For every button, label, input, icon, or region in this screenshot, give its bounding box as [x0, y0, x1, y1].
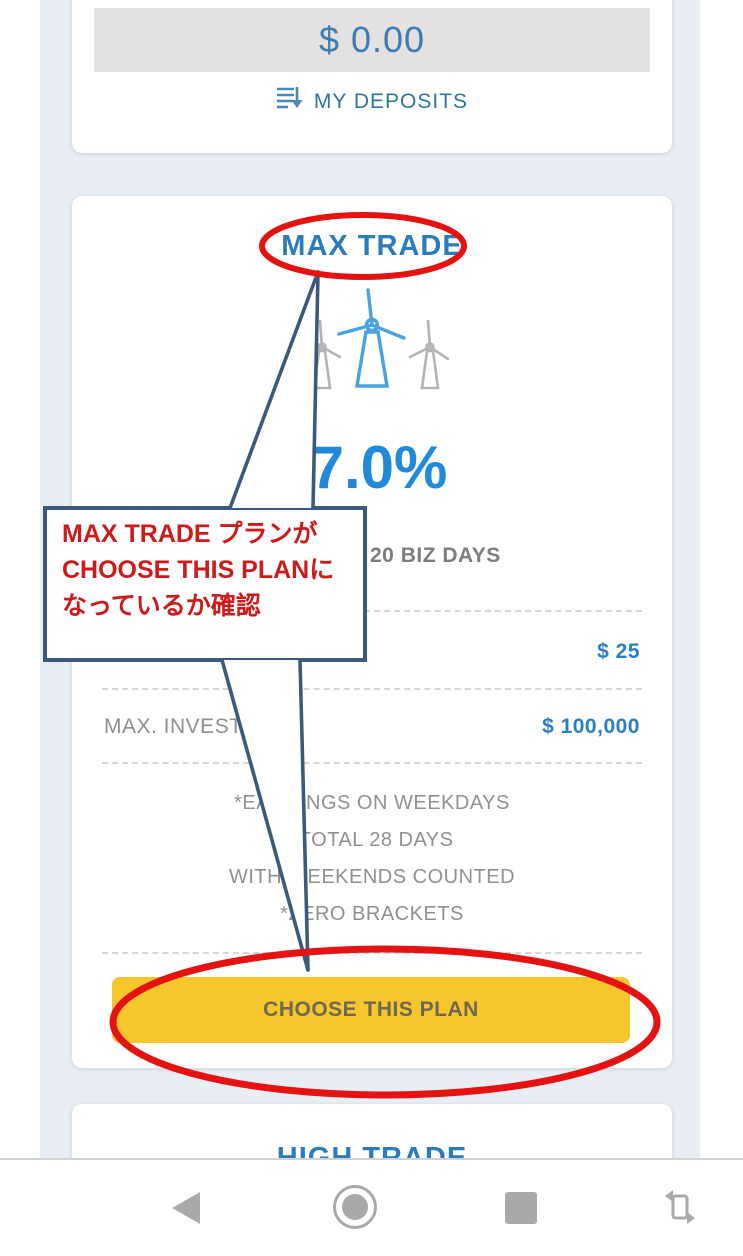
android-nav-bar [0, 1158, 743, 1256]
home-icon[interactable] [333, 1185, 377, 1229]
dashed-divider [102, 952, 642, 954]
dashed-divider [102, 610, 642, 612]
plan-rate-period: 20 BIZ DAYS [370, 544, 501, 567]
min-invest-row: $ 25 [104, 637, 640, 667]
plan-note: *ZERO BRACKETS [280, 903, 464, 925]
rotate-screen-icon[interactable] [664, 1186, 696, 1233]
plan-note: WITH WEEKENDS COUNTED [228, 866, 516, 888]
deposits-list-icon [276, 84, 303, 119]
plan-note: *EARNINGS ON WEEKDAYS [234, 792, 510, 814]
max-invest-label: MAX. INVEST [104, 715, 243, 738]
plan-note: *TOTAL 28 DAYS [290, 829, 454, 851]
max-invest-row: MAX. INVEST $ 100,000 [104, 712, 640, 742]
plan-rate: 7.0% [310, 434, 448, 501]
balance-display: $ 0.00 [94, 8, 650, 72]
my-deposits-link[interactable]: MY DEPOSITS [72, 84, 672, 119]
plan-title: MAX TRADE [281, 230, 463, 262]
wind-turbines-icon [300, 285, 455, 402]
my-deposits-label: MY DEPOSITS [313, 89, 469, 113]
min-invest-value: $ 25 [597, 640, 640, 663]
choose-this-plan-button[interactable]: CHOOSE THIS PLAN [112, 977, 630, 1043]
wallet-card: $ 0.00 MY DEPOSITS [72, 0, 672, 153]
max-invest-value: $ 100,000 [542, 715, 640, 738]
plan-card-max-trade: MAX TRADE [72, 196, 672, 1068]
recents-icon[interactable] [505, 1192, 537, 1224]
plan-notes: *EARNINGS ON WEEKDAYS *TOTAL 28 DAYS WIT… [72, 785, 672, 933]
dashed-divider [102, 762, 642, 764]
balance-amount: $ 0.00 [318, 19, 426, 60]
home-icon-dot [342, 1194, 368, 1220]
back-icon[interactable] [172, 1192, 200, 1224]
dashed-divider [102, 688, 642, 690]
